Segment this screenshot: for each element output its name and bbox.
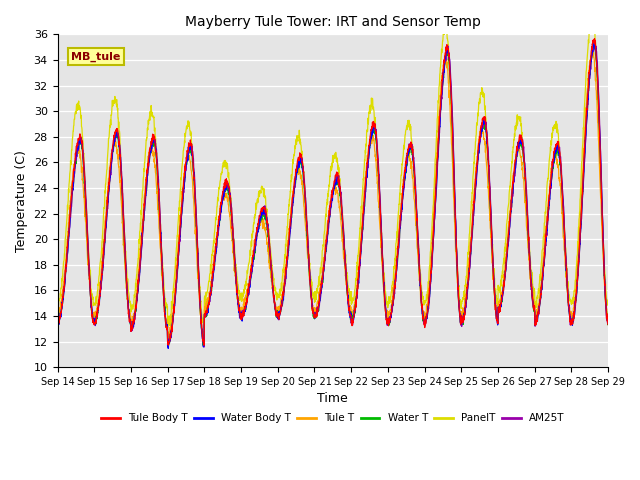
Tule T <box>556 177 563 183</box>
Tule T <box>493 316 500 322</box>
Tule Body T <box>207 288 215 294</box>
Tule Body T <box>604 322 612 327</box>
Line: Water Body T: Water Body T <box>58 42 608 348</box>
Tule T <box>361 183 369 189</box>
PanelT <box>54 302 61 308</box>
Tule T <box>589 48 596 53</box>
Tule Body T <box>556 149 563 155</box>
Water T <box>361 193 369 199</box>
AM25T <box>200 344 208 350</box>
Legend: Tule Body T, Water Body T, Tule T, Water T, PanelT, AM25T: Tule Body T, Water Body T, Tule T, Water… <box>97 409 569 427</box>
Water Body T <box>207 286 215 292</box>
Title: Mayberry Tule Tower: IRT and Sensor Temp: Mayberry Tule Tower: IRT and Sensor Temp <box>185 15 481 29</box>
Water T <box>590 43 598 49</box>
Tule Body T <box>571 304 579 310</box>
Tule Body T <box>591 36 598 42</box>
Water T <box>349 316 356 322</box>
AM25T <box>54 320 61 325</box>
Water T <box>571 304 579 310</box>
Tule Body T <box>54 316 61 322</box>
PanelT <box>588 11 596 16</box>
Water Body T <box>604 318 612 324</box>
Tule Body T <box>349 319 356 324</box>
Water Body T <box>164 346 172 351</box>
Line: Tule T: Tule T <box>58 50 608 341</box>
Water Body T <box>54 318 61 324</box>
Tule Body T <box>200 343 208 348</box>
Water T <box>493 314 500 320</box>
Tule T <box>349 309 356 315</box>
Line: AM25T: AM25T <box>58 42 608 347</box>
PanelT <box>556 149 563 155</box>
Water T <box>556 156 563 162</box>
Tule T <box>604 313 612 319</box>
AM25T <box>493 318 500 324</box>
AM25T <box>591 39 598 45</box>
PanelT <box>604 301 612 307</box>
Water Body T <box>349 316 356 322</box>
Water Body T <box>361 194 369 200</box>
Line: Tule Body T: Tule Body T <box>58 39 608 346</box>
PanelT <box>571 285 579 291</box>
PanelT <box>493 301 500 307</box>
Water Body T <box>556 153 563 159</box>
PanelT <box>207 260 215 266</box>
Water T <box>207 286 215 291</box>
Tule T <box>207 282 215 288</box>
Tule Body T <box>493 318 500 324</box>
Water Body T <box>571 306 579 312</box>
AM25T <box>571 307 579 312</box>
PanelT <box>164 325 172 331</box>
Water T <box>54 318 61 324</box>
AM25T <box>207 287 215 292</box>
AM25T <box>556 144 563 150</box>
Text: MB_tule: MB_tule <box>71 51 121 61</box>
Tule T <box>164 338 172 344</box>
AM25T <box>604 318 612 324</box>
PanelT <box>349 297 356 303</box>
AM25T <box>361 195 369 201</box>
Tule T <box>571 298 579 303</box>
Line: PanelT: PanelT <box>58 13 608 328</box>
Line: Water T: Water T <box>58 46 608 347</box>
Water T <box>164 344 172 349</box>
Y-axis label: Temperature (C): Temperature (C) <box>15 150 28 252</box>
PanelT <box>361 157 369 163</box>
Water Body T <box>493 317 500 323</box>
Tule T <box>54 314 61 320</box>
X-axis label: Time: Time <box>317 393 348 406</box>
Water Body T <box>591 39 598 45</box>
Water T <box>604 321 612 327</box>
AM25T <box>349 318 356 324</box>
Tule Body T <box>361 190 369 196</box>
